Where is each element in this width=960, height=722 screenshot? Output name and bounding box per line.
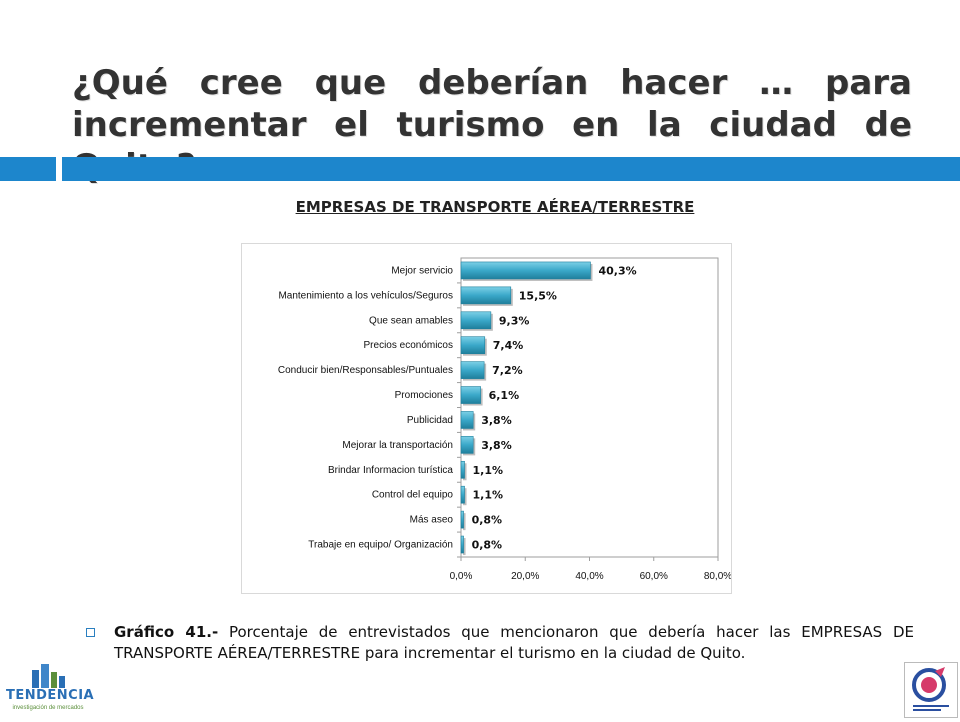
logo-left-text: TENDENCIA [6, 688, 95, 703]
category-label: Que sean amables [369, 315, 453, 326]
quito-tourism-logo [904, 662, 958, 718]
bar [460, 436, 474, 454]
x-tick-label: 40,0% [575, 571, 603, 582]
bar [460, 460, 465, 479]
bar [460, 386, 481, 404]
data-label: 6,1% [489, 389, 520, 402]
building-skyline-icon [32, 664, 65, 688]
bar [460, 361, 485, 379]
slide-title: ¿Qué cree que deberían hacer … para incr… [72, 63, 912, 187]
bar-shadow [463, 513, 466, 531]
bar [460, 485, 465, 504]
category-label: Precios económicos [364, 340, 453, 351]
bar [460, 311, 492, 330]
category-label: Publicidad [407, 415, 453, 426]
bar [460, 336, 486, 355]
x-tick-label: 80,0% [704, 571, 731, 582]
category-label: Trabaje en equipo/ Organización [308, 540, 453, 551]
title-rule-left [0, 157, 56, 181]
x-tick-label: 20,0% [511, 571, 539, 582]
bar [460, 535, 464, 554]
bar [460, 261, 591, 280]
tendencia-logo: TENDENCIA investigación de mercados [6, 660, 95, 716]
category-label: Conducir bien/Responsables/Puntuales [278, 365, 453, 376]
data-label: 1,1% [473, 489, 504, 502]
data-label: 7,4% [493, 339, 524, 352]
data-label: 1,1% [473, 464, 504, 477]
data-label: 15,5% [519, 289, 557, 302]
category-label: Más aseo [410, 515, 454, 526]
chart-frame: Mejor servicio 40,3% Mantenimiento a los v… [241, 243, 732, 594]
data-label: 40,3% [598, 264, 636, 277]
caption-text: Porcentaje de entrevistados que menciona… [114, 623, 914, 662]
data-label: 9,3% [499, 314, 530, 327]
bar-shadow [463, 538, 466, 556]
chart-caption: Gráfico 41.- Porcentaje de entrevistados… [114, 622, 914, 664]
x-tick-label: 60,0% [640, 571, 668, 582]
category-label: Mantenimiento a los vehículos/Seguros [278, 290, 453, 301]
title-rule-right [62, 157, 960, 181]
bar [460, 510, 464, 529]
data-label: 7,2% [492, 364, 523, 377]
bar [460, 411, 474, 429]
x-tick-label: 0,0% [450, 571, 473, 582]
data-label: 3,8% [481, 439, 512, 452]
category-label: Promociones [395, 390, 453, 401]
bar [460, 286, 512, 305]
caption-label: Gráfico 41.- [114, 623, 219, 641]
data-label: 0,8% [472, 539, 503, 552]
bar-chart: Mejor servicio 40,3% Mantenimiento a los v… [278, 257, 731, 582]
quito-tourism-logo-icon [912, 667, 949, 711]
data-label: 3,8% [481, 414, 512, 427]
bullet-square-icon [86, 628, 95, 637]
category-label: Control del equipo [372, 490, 454, 501]
data-label: 0,8% [472, 514, 503, 527]
category-label: Mejorar la transportación [342, 440, 453, 451]
category-label: Brindar Informacion turística [328, 465, 453, 476]
category-label: Mejor servicio [391, 265, 453, 276]
logo-left-subtext: investigación de mercados [12, 705, 84, 711]
chart-heading: EMPRESAS DE TRANSPORTE AÉREA/TERRESTRE [295, 198, 695, 216]
